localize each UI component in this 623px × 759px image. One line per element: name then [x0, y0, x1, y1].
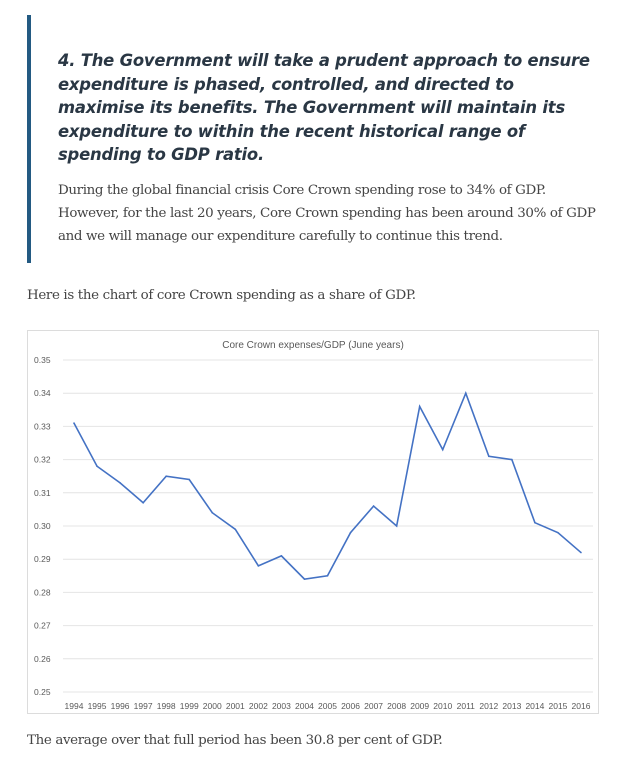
- chart-canvas: Core Crown expenses/GDP (June years) 0.3…: [34, 340, 593, 711]
- x-tick-label: 1999: [180, 701, 199, 711]
- x-tick-label: 2000: [203, 701, 222, 711]
- data-point: [257, 565, 260, 567]
- x-tick-label: 2015: [548, 701, 567, 711]
- x-tick-label: 2002: [249, 701, 268, 711]
- average-text: The average over that full period has be…: [27, 733, 443, 748]
- x-tick-label: 2006: [341, 701, 360, 711]
- data-point: [142, 501, 144, 504]
- x-tick-label: 2003: [272, 701, 291, 711]
- y-tick-label: 0.35: [34, 355, 51, 365]
- data-point: [303, 578, 306, 580]
- x-tick-label: 1996: [111, 701, 130, 711]
- y-tick-label: 0.28: [34, 587, 51, 597]
- data-point: [395, 525, 398, 527]
- data-point: [372, 505, 375, 507]
- policy-body: During the global financial crisis Core …: [58, 183, 596, 244]
- x-tick-label: 2008: [387, 701, 406, 711]
- x-tick-label: 2014: [525, 701, 544, 711]
- data-point: [418, 405, 421, 408]
- x-tick-label: 2004: [295, 701, 314, 711]
- data-point: [96, 465, 98, 468]
- y-tick-label: 0.33: [34, 421, 51, 431]
- y-tick-label: 0.29: [34, 554, 51, 564]
- x-tick-label: 2011: [457, 701, 476, 711]
- chart-title: Core Crown expenses/GDP (June years): [222, 340, 404, 351]
- y-tick-label: 0.27: [34, 621, 51, 631]
- x-tick-label: 2012: [479, 701, 498, 711]
- y-tick-label: 0.25: [34, 687, 51, 697]
- data-point: [119, 482, 121, 484]
- data-point: [580, 551, 582, 554]
- data-point: [280, 555, 283, 557]
- x-tick-label: 1997: [134, 701, 153, 711]
- data-point: [534, 521, 536, 524]
- data-point: [557, 531, 559, 534]
- data-point: [326, 575, 329, 577]
- data-point: [234, 528, 237, 531]
- x-tick-label: 1994: [65, 701, 84, 711]
- policy-heading: 4. The Government will take a prudent ap…: [58, 51, 590, 164]
- data-point: [441, 448, 444, 451]
- x-tick-label: 2013: [502, 701, 521, 711]
- y-tick-label: 0.26: [34, 654, 51, 664]
- x-tick-label: 2001: [226, 701, 245, 711]
- x-tick-label: 1995: [88, 701, 107, 711]
- data-point: [511, 458, 513, 461]
- x-tick-label: 2010: [433, 701, 452, 711]
- data-point: [464, 392, 467, 394]
- y-tick-label: 0.31: [34, 488, 51, 498]
- data-point: [488, 455, 490, 458]
- spending-chart: Core Crown expenses/GDP (June years) 0.3…: [27, 330, 599, 714]
- series-line: [73, 390, 582, 580]
- x-tick-label: 2007: [364, 701, 383, 711]
- data-point: [73, 422, 75, 424]
- x-tick-label: 2005: [318, 701, 337, 711]
- data-point: [211, 511, 214, 514]
- y-tick-label: 0.32: [34, 455, 51, 465]
- x-tick-label: 2009: [410, 701, 429, 711]
- y-tick-label: 0.34: [34, 388, 51, 398]
- data-point: [188, 478, 191, 481]
- policy-blockquote: 4. The Government will take a prudent ap…: [27, 15, 596, 263]
- data-point: [165, 475, 167, 477]
- x-tick-label: 1998: [157, 701, 176, 711]
- data-point: [349, 531, 352, 534]
- x-tick-label: 2016: [572, 701, 591, 711]
- chart-intro-text: Here is the chart of core Crown spending…: [27, 288, 416, 303]
- y-tick-label: 0.30: [34, 521, 51, 531]
